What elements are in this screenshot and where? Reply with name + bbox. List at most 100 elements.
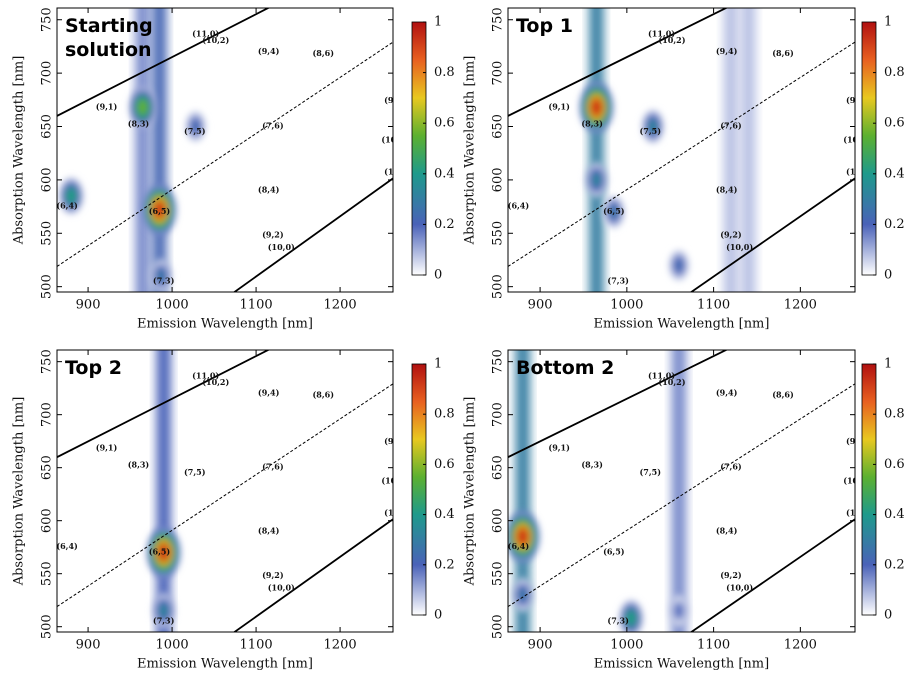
- x-tick-label: 1200: [324, 638, 357, 653]
- peak: [129, 86, 157, 128]
- plot-frame: [507, 7, 856, 293]
- y-tick-label: 500: [40, 614, 55, 639]
- peak: [511, 578, 534, 612]
- chirality-label: (7,3): [607, 615, 629, 625]
- y-tick-label: 700: [491, 402, 506, 427]
- chirality-label: (7,5): [640, 467, 662, 477]
- plot-area: (11,0)(10,2) (9,4) (8,6) (9,1) (8,3) (7,5) (7,…: [508, 8, 856, 292]
- y-axis-label: Absorption Wavelength [nm]: [12, 56, 27, 246]
- x-axis-label: Emission Wavelength [nm]: [594, 317, 770, 332]
- y-axis-label: Absorption Wavelength [nm]: [463, 397, 478, 587]
- chirality-label: (10,2): [202, 35, 229, 45]
- colorbar-tick-label: 0: [434, 268, 442, 283]
- chirality-label: (8,3): [128, 460, 150, 470]
- chirality-label: (7,5): [184, 126, 206, 136]
- peak: [58, 177, 84, 215]
- chirality-label: (8,6): [772, 390, 794, 400]
- chirality-label: (9: [846, 95, 856, 105]
- emission-band: [589, 8, 604, 292]
- colorbar-tick-label: 0: [434, 608, 442, 623]
- guide-line: [689, 518, 855, 632]
- plot-background: [508, 8, 855, 292]
- chirality-label: (8,4): [258, 185, 280, 195]
- y-tick-label: 500: [491, 274, 506, 299]
- plot-area: (11,0)(10,2) (9,4) (8,6) (9,1) (8,3) (7,5) (7,…: [508, 350, 858, 632]
- chirality-label: (8,3): [581, 118, 603, 128]
- chirality-label: (8,4): [716, 525, 738, 535]
- y-axis-label: Absorption Wavelength [nm]: [12, 397, 27, 587]
- chirality-label: (8,6): [313, 390, 335, 400]
- colorbar: [861, 363, 877, 616]
- y-tick-label: 750: [491, 349, 506, 374]
- chirality-label: (11,0): [192, 371, 219, 381]
- panel-title: Starting solution: [65, 15, 153, 61]
- chirality-label: (10: [381, 134, 396, 144]
- y-tick-label: 600: [40, 167, 55, 192]
- chirality-label: (10,0): [268, 242, 295, 252]
- colorbar-tick-label: 0.4: [434, 507, 455, 522]
- chirality-label: (1: [846, 507, 855, 517]
- x-axis-label: Emission Wavelength [nm]: [137, 657, 313, 672]
- guide-line: [508, 41, 855, 267]
- x-tick-label: 1200: [324, 298, 357, 313]
- guide-line: [232, 518, 393, 632]
- chirality-label: (10,0): [726, 242, 753, 252]
- chirality-label: (10,0): [268, 583, 295, 593]
- panel: (11,0)(10,2) (9,4) (8,6) (9,1) (8,3) (7,5) (7,…: [12, 349, 455, 672]
- chirality-label: (10: [381, 475, 396, 485]
- chirality-label: (10,2): [658, 35, 685, 45]
- y-tick-label: 600: [40, 508, 55, 533]
- chirality-label: (9,1): [548, 101, 570, 111]
- y-tick-label: 750: [491, 7, 506, 32]
- peak: [152, 593, 176, 629]
- colorbar-tick-label: 0.2: [434, 217, 455, 232]
- plot-frame: [56, 7, 394, 293]
- chirality-label: (9,2): [262, 229, 284, 239]
- peak: [668, 249, 690, 282]
- x-tick-label: 1100: [240, 638, 273, 653]
- chirality-label: (10,0): [726, 583, 753, 593]
- colorbar-tick-label: 0: [884, 268, 892, 283]
- chirality-label: (9,2): [720, 570, 742, 580]
- colorbar-tick-label: 0.4: [884, 166, 905, 181]
- chirality-label: (6,5): [603, 546, 625, 556]
- guide-line: [57, 8, 271, 117]
- guide-line: [508, 350, 729, 458]
- x-tick-label: 1000: [610, 638, 643, 653]
- chirality-label: (9,2): [262, 570, 284, 580]
- peak: [618, 599, 644, 632]
- guide-line: [232, 177, 393, 292]
- peak: [668, 595, 690, 627]
- colorbar-tick-label: 0.8: [434, 65, 455, 80]
- chirality-label: (6,4): [508, 541, 530, 551]
- peak: [602, 195, 625, 229]
- chirality-label: (6,4): [56, 201, 78, 211]
- y-tick-label: 750: [40, 349, 55, 374]
- chirality-label: (7,5): [184, 467, 206, 477]
- colorbar-tick-label: 0.2: [434, 557, 455, 572]
- colorbar-tick-label: 0.6: [884, 457, 905, 472]
- guide-line: [57, 383, 393, 608]
- colorbar-tick-label: 0.2: [884, 217, 905, 232]
- chirality-label: (8,4): [716, 185, 738, 195]
- chirality-label: (9,4): [716, 387, 738, 397]
- x-tick-label: 1000: [610, 298, 643, 313]
- chirality-label: (8,6): [313, 48, 335, 58]
- colorbar: [861, 21, 877, 276]
- peak: [150, 259, 173, 292]
- chirality-label: (6,5): [603, 206, 625, 216]
- y-tick-label: 500: [40, 274, 55, 299]
- guide-line: [57, 350, 271, 458]
- x-tick-label: 1200: [784, 638, 817, 653]
- y-tick-label: 750: [40, 7, 55, 32]
- y-tick-label: 650: [491, 114, 506, 139]
- x-tick-label: 1100: [697, 298, 730, 313]
- chirality-label: (9,4): [258, 46, 280, 56]
- chirality-label: (10: [843, 475, 858, 485]
- guide-line: [689, 177, 855, 292]
- plot-area: (11,0)(10,2) (9,4) (8,6) (9,1) (8,3) (7,5) (7,…: [57, 350, 396, 632]
- emission-band: [723, 8, 738, 292]
- y-tick-label: 550: [40, 221, 55, 246]
- y-tick-label: 650: [491, 455, 506, 480]
